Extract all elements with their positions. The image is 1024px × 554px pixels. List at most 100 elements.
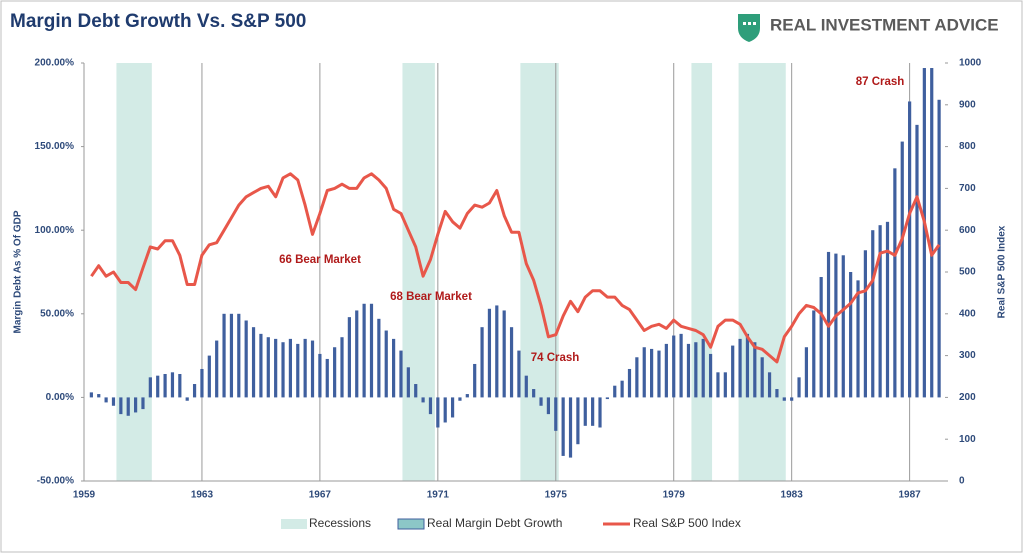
legend-swatch bbox=[397, 518, 425, 530]
bar bbox=[421, 397, 425, 403]
bar bbox=[156, 375, 160, 398]
bar bbox=[134, 397, 138, 413]
bar bbox=[487, 308, 492, 398]
bar bbox=[819, 277, 823, 398]
bar bbox=[406, 367, 410, 398]
y-tick-label: 150.00% bbox=[35, 141, 75, 152]
bar bbox=[473, 363, 477, 398]
bar bbox=[790, 397, 794, 401]
bar bbox=[384, 330, 388, 398]
bar bbox=[502, 310, 506, 398]
bar bbox=[111, 397, 116, 406]
recession-band bbox=[402, 63, 435, 481]
y2-tick-label: 700 bbox=[959, 183, 976, 194]
legend-label: Real S&P 500 Index bbox=[633, 516, 741, 530]
bar bbox=[369, 303, 374, 398]
bar bbox=[207, 355, 211, 398]
bar bbox=[436, 397, 440, 428]
bar bbox=[591, 397, 595, 426]
bar bbox=[251, 327, 256, 398]
bar bbox=[856, 280, 860, 398]
bar bbox=[753, 342, 757, 398]
bar bbox=[310, 340, 315, 398]
line bbox=[90, 172, 941, 364]
bar bbox=[568, 397, 573, 458]
bar bbox=[797, 377, 801, 398]
bar bbox=[163, 373, 167, 398]
y2-tick-label: 900 bbox=[959, 99, 976, 110]
bar bbox=[325, 358, 329, 398]
bar bbox=[804, 347, 809, 398]
x-tick-label: 1987 bbox=[898, 490, 921, 501]
bar bbox=[480, 327, 484, 398]
bar bbox=[657, 350, 661, 398]
bar bbox=[414, 384, 418, 398]
annotation: 87 Crash bbox=[856, 76, 905, 88]
bar bbox=[576, 397, 580, 445]
logo: REAL INVESTMENT ADVICE bbox=[738, 14, 999, 42]
y2-tick-label: 400 bbox=[959, 308, 976, 319]
bar bbox=[834, 253, 838, 398]
bar bbox=[613, 385, 617, 398]
bar bbox=[170, 372, 175, 398]
x-tick-label: 1983 bbox=[781, 490, 804, 501]
y2-tick-label: 300 bbox=[959, 350, 976, 361]
bar bbox=[362, 303, 366, 398]
bar bbox=[119, 397, 123, 415]
bar bbox=[495, 305, 499, 398]
bar bbox=[620, 380, 624, 398]
bar bbox=[347, 317, 351, 398]
y2-tick-label: 500 bbox=[959, 267, 976, 278]
bar bbox=[539, 397, 543, 406]
bar bbox=[148, 377, 152, 398]
bar bbox=[229, 313, 234, 398]
bar bbox=[465, 394, 469, 398]
bar bbox=[871, 230, 875, 398]
bar bbox=[178, 373, 182, 398]
bar bbox=[878, 225, 882, 398]
bar bbox=[428, 397, 433, 415]
logo-dot bbox=[743, 22, 746, 25]
bar bbox=[524, 375, 528, 398]
y-axis-title: Margin Debt As % Of GDP bbox=[13, 210, 24, 333]
bar bbox=[650, 348, 654, 398]
bar bbox=[627, 368, 632, 398]
logo-text: REAL INVESTMENT ADVICE bbox=[770, 15, 999, 34]
bar bbox=[546, 397, 551, 415]
recession-band bbox=[738, 63, 786, 481]
recession-band bbox=[116, 63, 152, 481]
y-tick-label: 0.00% bbox=[46, 392, 74, 403]
bar bbox=[318, 353, 322, 398]
bar bbox=[782, 397, 786, 401]
bar bbox=[900, 141, 904, 398]
bar bbox=[185, 397, 189, 401]
bar bbox=[104, 397, 108, 403]
bar bbox=[237, 313, 241, 398]
bar bbox=[561, 397, 565, 456]
bar bbox=[893, 168, 897, 398]
bar bbox=[775, 389, 779, 398]
bar bbox=[686, 343, 691, 398]
bar bbox=[863, 250, 867, 398]
bar bbox=[635, 357, 639, 398]
bar bbox=[738, 338, 742, 398]
bar bbox=[377, 318, 381, 398]
x-tick-label: 1959 bbox=[73, 490, 96, 501]
bar bbox=[281, 342, 285, 398]
legend-label: Recessions bbox=[309, 516, 371, 530]
bar bbox=[303, 338, 307, 398]
annotation: 66 Bear Market bbox=[279, 254, 361, 266]
bar bbox=[885, 221, 890, 398]
bar bbox=[767, 372, 772, 398]
x-tick-label: 1975 bbox=[545, 490, 568, 501]
bar bbox=[215, 340, 219, 398]
bar bbox=[399, 350, 403, 398]
bar bbox=[723, 372, 727, 398]
bar bbox=[274, 338, 278, 398]
bar bbox=[664, 343, 668, 398]
y-tick-label: -50.00% bbox=[37, 476, 74, 487]
bar bbox=[930, 68, 934, 398]
bar bbox=[259, 333, 263, 398]
y2-tick-label: 800 bbox=[959, 141, 976, 152]
